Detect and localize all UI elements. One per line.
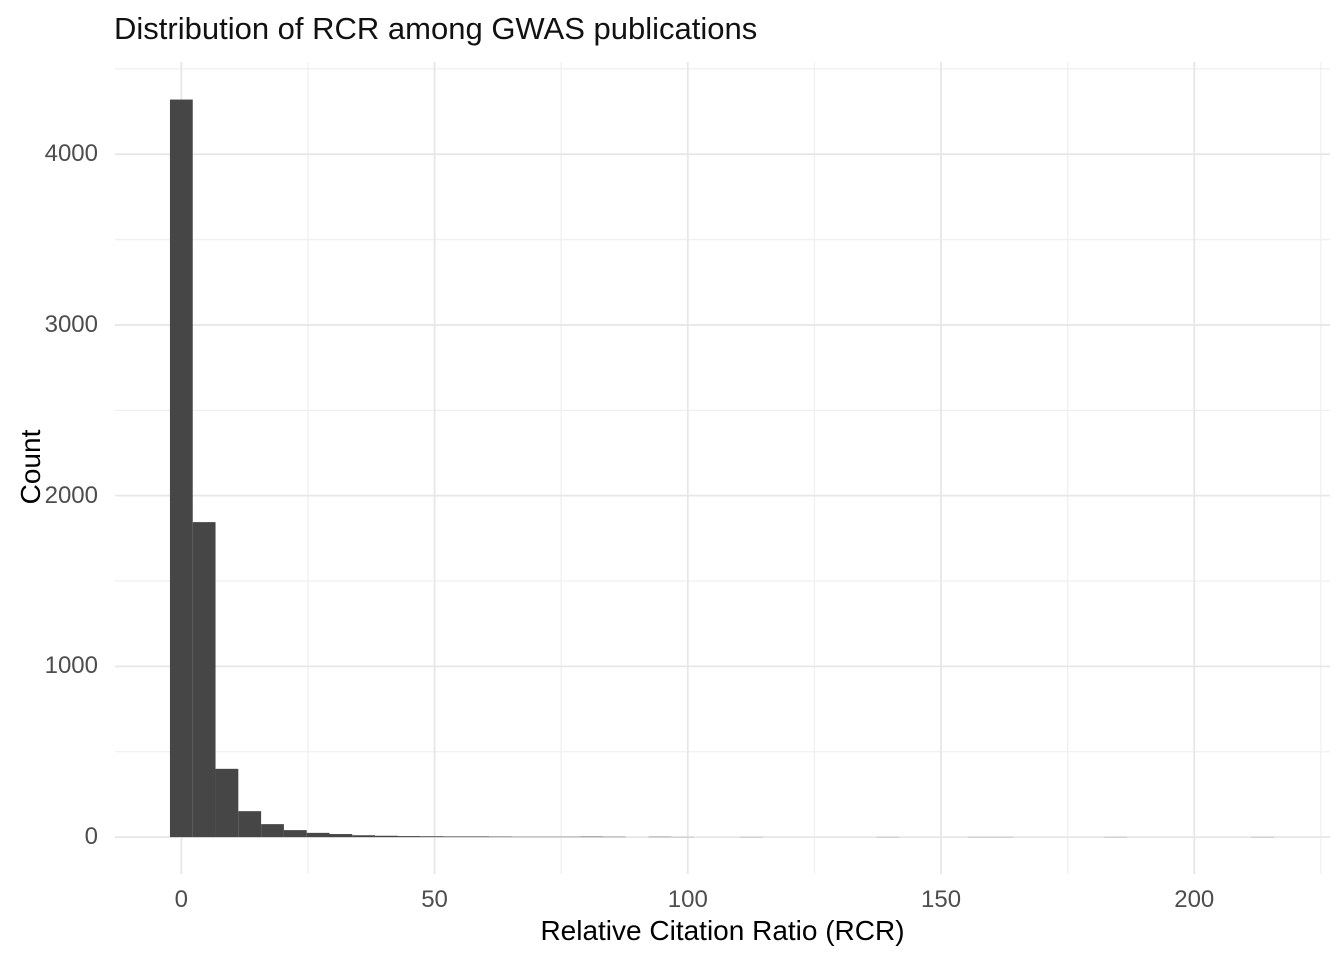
- histogram-bar: [443, 836, 467, 838]
- histogram-bar: [466, 836, 490, 838]
- y-tick-label-2000: 2000: [44, 481, 98, 509]
- x-tick-label-100: 100: [667, 886, 708, 913]
- histogram-bar: [375, 835, 398, 838]
- histogram-bar: [489, 836, 512, 838]
- histogram-bar: [169, 99, 193, 838]
- y-tick-label-0: 0: [84, 823, 98, 851]
- histogram-bar: [420, 836, 444, 838]
- x-tick-label-0: 0: [174, 886, 189, 913]
- x-tick-label-150: 150: [921, 886, 962, 913]
- histogram-bar: [397, 836, 421, 838]
- y-axis-title: Count: [15, 429, 46, 505]
- histogram-bar: [329, 834, 353, 838]
- histogram-bar: [261, 824, 284, 838]
- histogram-bar: [352, 835, 376, 838]
- histogram-bar: [238, 811, 262, 838]
- histogram-bar: [192, 522, 216, 838]
- y-tick-label-4000: 4000: [44, 140, 98, 168]
- x-tick-label-50: 50: [421, 886, 448, 913]
- y-tick-label-1000: 1000: [44, 652, 98, 680]
- histogram-bar: [580, 836, 603, 838]
- chart-title: Distribution of RCR among GWAS publicati…: [114, 11, 758, 46]
- y-tick-label-3000: 3000: [44, 310, 98, 338]
- histogram-bar: [306, 832, 330, 838]
- histogram-bar: [215, 768, 239, 838]
- x-tick-label-200: 200: [1174, 886, 1215, 913]
- x-axis-title: Relative Citation Ratio (RCR): [540, 915, 905, 946]
- histogram-bar: [283, 830, 307, 838]
